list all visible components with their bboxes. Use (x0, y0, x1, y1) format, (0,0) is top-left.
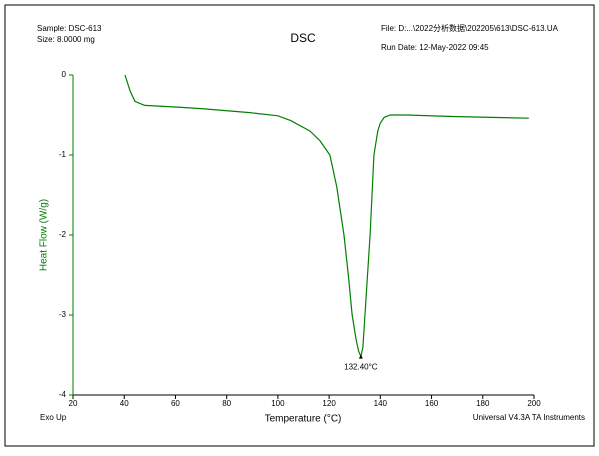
y-tick-label: 0 (62, 70, 67, 79)
y-tick-label: -2 (59, 230, 67, 239)
x-tick-label: 40 (120, 399, 129, 408)
size: Size: 8.0000 mg (37, 35, 95, 44)
exo-up: Exo Up (40, 413, 67, 422)
annotation: 132.40°C (344, 363, 378, 372)
chart-title: DSC (290, 31, 316, 45)
run-date: Run Date: 12-May-2022 09:45 (381, 43, 489, 52)
x-tick-label: 160 (425, 399, 439, 408)
annotation-marker (358, 354, 363, 359)
x-tick-label: 200 (527, 399, 541, 408)
frame (4, 4, 595, 447)
x-tick-label: 140 (374, 399, 388, 408)
x-tick-label: 120 (322, 399, 336, 408)
x-tick-label: 180 (476, 399, 490, 408)
x-tick-label: 100 (271, 399, 285, 408)
sample: Sample: DSC-613 (37, 24, 102, 33)
y-axis-label: Heat Flow (W/g) (39, 199, 50, 271)
data-line (124, 74, 529, 359)
instrument: Universal V4.3A TA Instruments (473, 413, 585, 422)
y-tick-label: -1 (59, 150, 67, 159)
x-tick-label: 80 (222, 399, 231, 408)
x-axis-label: Temperature (°C) (265, 414, 342, 425)
y-tick-label: -4 (59, 390, 67, 399)
x-tick-label: 60 (171, 399, 180, 408)
y-tick-label: -3 (59, 310, 67, 319)
x-tick-label: 20 (69, 399, 78, 408)
file: File: D:...\2022分析数据\202205\613\DSC-613.… (381, 23, 559, 33)
